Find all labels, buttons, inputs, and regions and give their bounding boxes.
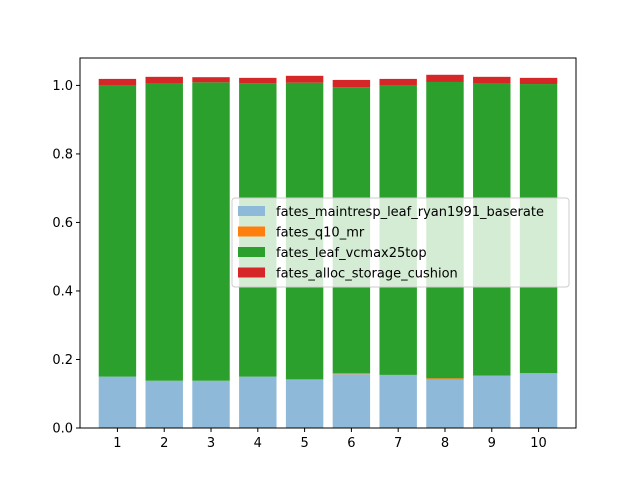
bar-segment-4-7 [379,78,417,86]
legend-label-2: fates_q10_mr [276,226,365,241]
bar-segment-1-7 [379,374,417,428]
bar-segment-1-2 [145,380,183,428]
bar-segment-4-5 [285,75,324,83]
bar-segment-1-8 [426,379,464,428]
bar-segment-3-3 [192,82,230,381]
y-tick-label: 0.8 [52,147,73,162]
bar-segment-4-6 [332,79,371,88]
legend-swatch-1 [238,206,265,216]
x-tick-label: 9 [488,436,496,451]
x-tick-label: 6 [347,436,355,451]
x-tick-label: 10 [530,436,547,451]
bar-segment-4-2 [145,76,183,84]
bar-segment-2-6 [332,373,371,375]
legend-swatch-2 [238,226,265,237]
y-tick-label: 0.2 [52,353,73,368]
bar-segment-1-6 [332,374,371,428]
bar-segment-1-1 [98,376,137,428]
legend-swatch-4 [238,267,265,278]
y-tick-label: 0.6 [52,216,73,231]
x-tick-label: 5 [300,436,308,451]
bar-segment-4-4 [239,77,277,84]
x-tick-label: 8 [441,436,449,451]
bar-segment-4-3 [192,77,230,83]
x-tick-label: 3 [207,436,215,451]
bar-segment-4-9 [473,76,511,84]
x-tick-label: 4 [254,436,262,451]
plot-frame [79,57,577,429]
bar-segment-4-10 [519,77,558,85]
bar-segment-4-1 [98,78,137,86]
bar-segment-2-8 [426,378,464,380]
x-tick-label: 1 [113,436,121,451]
bar-segment-1-3 [192,380,230,428]
bar-segment-4-8 [426,74,464,82]
y-tick-label: 1.0 [52,79,73,94]
legend-swatch-3 [238,247,265,257]
legend-label-4: fates_alloc_storage_cushion [276,267,458,282]
legend: fates_maintresp_leaf_ryan1991_baseratefa… [231,197,570,288]
bar-segment-3-1 [98,85,137,377]
y-tick-label: 0.0 [52,422,73,437]
bar-segment-1-4 [239,376,277,428]
bar-segment-1-5 [285,379,324,428]
bar-segment-1-9 [473,375,511,428]
bar-segment-1-10 [519,373,558,428]
legend-label-3: fates_leaf_vcmax25top [276,246,427,261]
axes-layer: 0.0 0.2 0.4 0.6 0.8 1.0 1 2 3 4 5 6 7 8 9 10 [52,57,577,451]
bar-segment-3-2 [145,83,183,381]
x-tick-label: 2 [160,436,168,451]
y-tick-label: 0.4 [52,284,73,299]
x-tick-label: 7 [394,436,402,451]
legend-label-1: fates_maintresp_leaf_ryan1991_baserate [276,205,544,220]
legend-box [231,197,570,288]
